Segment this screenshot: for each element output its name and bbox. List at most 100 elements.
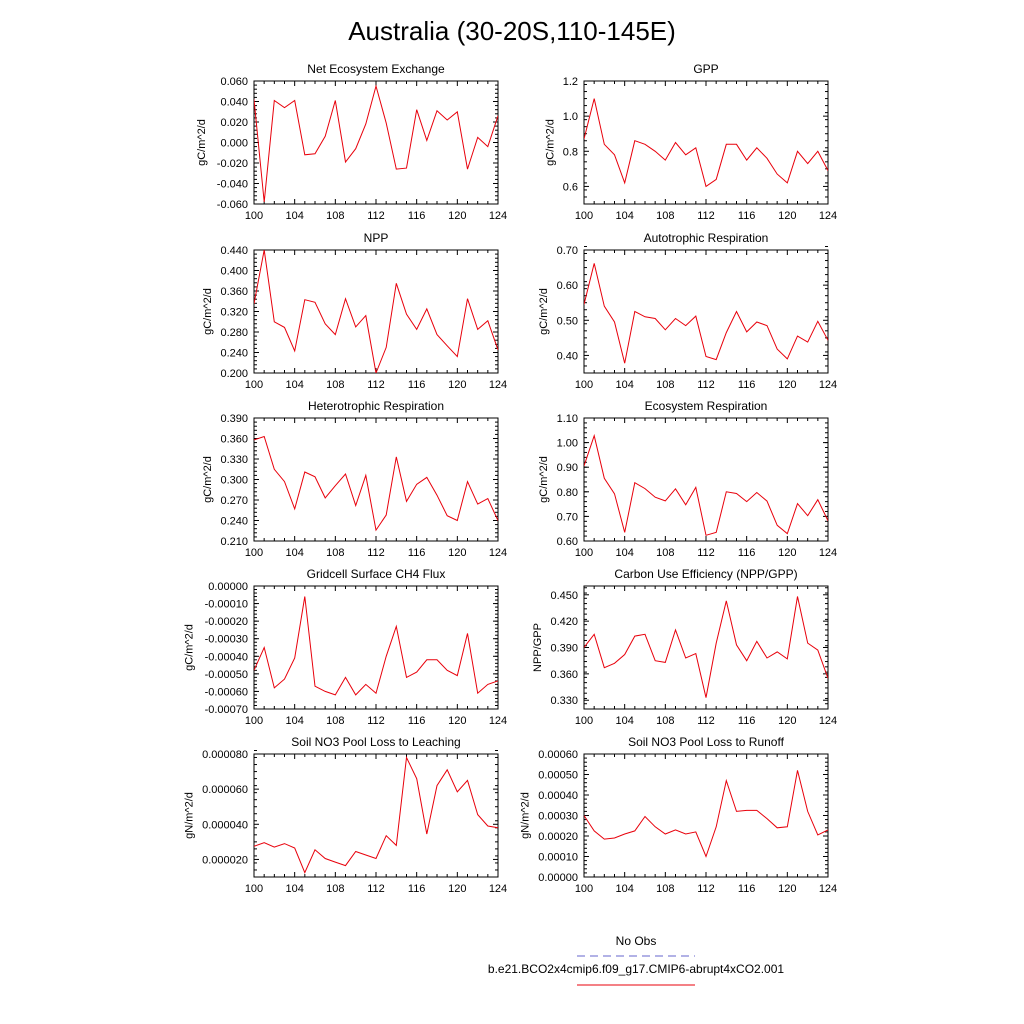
series-line: [584, 596, 828, 698]
x-tick-label: 104: [615, 547, 633, 559]
y-tick-label: 1.0: [563, 111, 578, 123]
x-tick-label: 124: [819, 715, 837, 727]
panels: 100 104 108 112 116 120 124 -0.060 -0.040 -0.020 0…: [183, 62, 837, 895]
panel-title: NPP: [364, 231, 389, 245]
x-tick-label: 124: [489, 715, 507, 727]
y-tick-label: 0.40: [557, 350, 578, 362]
y-tick-label: 0.00040: [538, 790, 578, 802]
panel-title: Carbon Use Efficiency (NPP/GPP): [614, 567, 797, 581]
chart-panel: 100 104 108 112 116 120 124 0.200 0.240 0.280 0.32…: [202, 231, 507, 391]
x-tick-label: 124: [819, 210, 837, 222]
x-tick-label: 120: [778, 883, 796, 895]
chart-panel: 100 104 108 112 116 120 124 0.330 0.360 0.390 0.42…: [532, 567, 837, 727]
series-line: [254, 250, 498, 373]
y-tick-label: 0.440: [220, 245, 248, 257]
x-tick-label: 112: [697, 379, 715, 391]
y-tick-label: 1.00: [557, 438, 578, 450]
x-tick-label: 116: [408, 547, 426, 559]
y-tick-label: 0.420: [550, 616, 578, 628]
y-tick-label: 0.00020: [538, 831, 578, 843]
x-tick-label: 100: [575, 210, 593, 222]
y-tick-label: 0.70: [557, 511, 578, 523]
y-axis-label: gC/m^2/d: [202, 456, 214, 503]
y-tick-label: 0.280: [220, 327, 248, 339]
panel-title: GPP: [693, 62, 718, 76]
x-tick-label: 124: [489, 883, 507, 895]
x-tick-label: 112: [697, 547, 715, 559]
series-line: [254, 755, 498, 874]
y-tick-label: 0.240: [220, 348, 248, 360]
x-tick-label: 100: [245, 210, 263, 222]
y-tick-label: -0.00050: [205, 669, 248, 681]
y-tick-label: 0.00060: [538, 749, 578, 761]
chart-panel: 100 104 108 112 116 120 124 0.60 0.70 0.80 0.90 1.0…: [538, 399, 837, 559]
y-tick-label: 0.80: [557, 487, 578, 499]
y-tick-label: 0.000080: [202, 749, 248, 761]
y-tick-label: 0.390: [550, 643, 578, 655]
legend: No Obs b.e21.BCO2x4cmip6.f09_g17.CMIP6-a…: [488, 934, 784, 986]
x-tick-label: 112: [367, 379, 385, 391]
y-tick-label: 0.320: [220, 307, 248, 319]
y-tick-label: 0.50: [557, 315, 578, 327]
y-tick-label: 0.00010: [538, 852, 578, 864]
plot-frame: [253, 417, 499, 542]
y-tick-label: 0.360: [220, 286, 248, 298]
y-axis-label: gC/m^2/d: [183, 624, 195, 671]
y-tick-label: 0.300: [220, 475, 248, 487]
y-tick-label: -0.00060: [205, 686, 248, 698]
panel-title: Gridcell Surface CH4 Flux: [307, 567, 446, 581]
y-tick-label: 0.270: [220, 495, 248, 507]
plot-frame: [253, 249, 499, 374]
x-tick-label: 108: [326, 210, 344, 222]
y-tick-label: 0.000020: [202, 854, 248, 866]
x-tick-label: 112: [697, 715, 715, 727]
y-tick-label: 0.60: [557, 536, 578, 548]
x-tick-label: 104: [285, 883, 303, 895]
chart-panel: 100 104 108 112 116 120 124 0.210 0.240 0.270 0.30…: [202, 399, 507, 559]
chart-panel: 100 104 108 112 116 120 124 0.40 0.50 0.60 0.70 Aut…: [538, 231, 837, 391]
y-tick-label: 0.400: [220, 266, 248, 278]
x-tick-label: 104: [615, 883, 633, 895]
y-tick-label: 0.240: [220, 516, 248, 528]
panel-title: Ecosystem Respiration: [645, 399, 768, 413]
x-tick-label: 100: [575, 883, 593, 895]
y-axis-label: gC/m^2/d: [538, 288, 550, 335]
y-tick-label: -0.00070: [205, 704, 248, 716]
x-tick-label: 116: [738, 379, 756, 391]
x-tick-label: 116: [408, 210, 426, 222]
plot-frame: [253, 585, 499, 710]
y-tick-label: -0.00040: [205, 651, 248, 663]
x-tick-label: 116: [738, 883, 756, 895]
x-tick-label: 104: [615, 210, 633, 222]
y-tick-label: 0.360: [220, 434, 248, 446]
y-tick-label: 0.020: [220, 117, 248, 129]
x-tick-label: 124: [819, 379, 837, 391]
y-tick-label: 1.2: [563, 76, 578, 88]
x-tick-label: 100: [245, 883, 263, 895]
y-tick-label: -0.00020: [205, 616, 248, 628]
x-tick-label: 120: [448, 210, 466, 222]
y-axis-label: NPP/GPP: [532, 623, 544, 672]
series-line: [584, 770, 828, 858]
x-tick-label: 104: [285, 379, 303, 391]
x-tick-label: 124: [489, 210, 507, 222]
y-tick-label: 0.000040: [202, 819, 248, 831]
y-tick-label: -0.040: [217, 179, 248, 191]
x-tick-label: 108: [326, 715, 344, 727]
x-tick-label: 124: [819, 547, 837, 559]
x-tick-label: 108: [656, 210, 674, 222]
y-tick-label: -0.00030: [205, 634, 248, 646]
x-tick-label: 124: [489, 547, 507, 559]
x-tick-label: 120: [778, 379, 796, 391]
y-tick-label: 0.330: [550, 695, 578, 707]
x-tick-label: 112: [697, 883, 715, 895]
x-tick-label: 112: [367, 883, 385, 895]
x-tick-label: 104: [285, 547, 303, 559]
x-tick-label: 124: [819, 883, 837, 895]
panel-title: Heterotrophic Respiration: [308, 399, 444, 413]
x-tick-label: 112: [697, 210, 715, 222]
plot-frame: [583, 585, 829, 710]
plot-frame: [583, 753, 829, 878]
x-tick-label: 100: [575, 379, 593, 391]
series-line: [254, 435, 498, 532]
